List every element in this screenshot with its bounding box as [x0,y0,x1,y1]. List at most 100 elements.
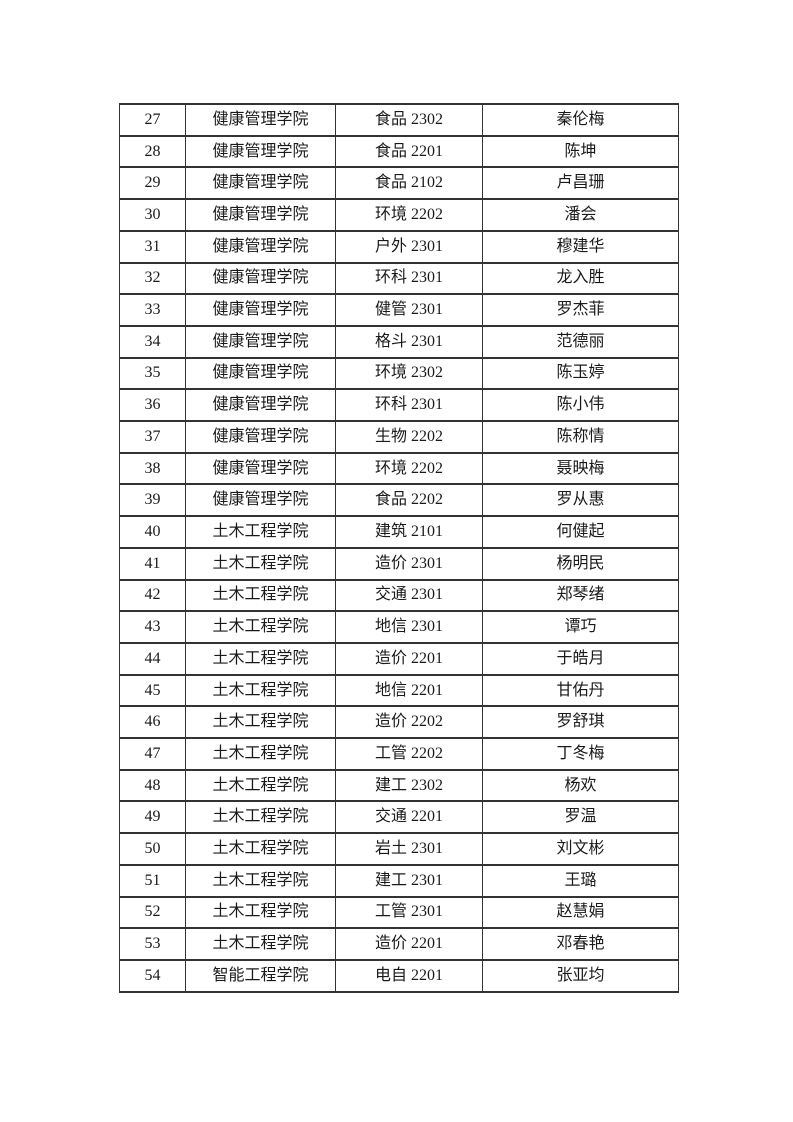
table-row: 52 土木工程学院 工管 2301 赵慧娟 [119,895,679,930]
college-cell: 土木工程学院 [185,610,336,644]
college-cell: 土木工程学院 [185,641,336,676]
college-cell: 土木工程学院 [185,927,336,961]
class-cell: 食品 2202 [335,483,483,518]
college-cell: 健康管理学院 [185,134,336,169]
row-number-cell: 30 [119,198,186,232]
college-cell: 健康管理学院 [185,388,336,423]
class-cell: 食品 2201 [335,134,483,169]
college-cell: 土木工程学院 [185,895,336,930]
class-cell: 岩土 2301 [335,832,483,866]
college-cell: 土木工程学院 [185,768,336,803]
class-cell: 地信 2301 [335,610,483,644]
table-row: 37 健康管理学院 生物 2202 陈称情 [119,420,679,454]
student-name-cell: 甘佑丹 [482,673,679,708]
student-name-cell: 陈小伟 [482,388,679,423]
row-number-cell: 41 [119,546,186,581]
row-number-cell: 28 [119,134,186,169]
table-row: 46 土木工程学院 造价 2202 罗舒琪 [119,705,679,740]
row-number-cell: 39 [119,483,186,518]
table-row: 35 健康管理学院 环境 2302 陈玉婷 [119,356,679,391]
table-row: 43 土木工程学院 地信 2301 谭巧 [119,610,679,644]
class-cell: 工管 2202 [335,737,483,771]
student-name-cell: 陈玉婷 [482,356,679,391]
college-cell: 土木工程学院 [185,737,336,771]
row-number-cell: 31 [119,229,186,264]
student-name-cell: 潘会 [482,198,679,232]
college-cell: 土木工程学院 [185,578,336,613]
college-cell: 智能工程学院 [185,958,336,994]
row-number-cell: 35 [119,356,186,391]
student-name-cell: 穆建华 [482,229,679,264]
class-cell: 造价 2202 [335,705,483,740]
row-number-cell: 45 [119,673,186,708]
college-cell: 土木工程学院 [185,800,336,835]
table-row: 38 健康管理学院 环境 2202 聂映梅 [119,451,679,486]
student-roster-table: 27 健康管理学院 食品 2302 秦伦梅 28 健康管理学院 食品 2201 … [119,103,679,994]
class-cell: 环境 2302 [335,356,483,391]
table-row: 47 土木工程学院 工管 2202 丁冬梅 [119,737,679,771]
student-name-cell: 杨明民 [482,546,679,581]
college-cell: 健康管理学院 [185,293,336,327]
college-cell: 土木工程学院 [185,546,336,581]
college-cell: 健康管理学院 [185,103,336,137]
row-number-cell: 37 [119,420,186,454]
table-row: 51 土木工程学院 建工 2301 王璐 [119,863,679,898]
table-row: 42 土木工程学院 交通 2301 郑琴绪 [119,578,679,613]
row-number-cell: 52 [119,895,186,930]
class-cell: 生物 2202 [335,420,483,454]
college-cell: 健康管理学院 [185,166,336,201]
roster-table-body: 27 健康管理学院 食品 2302 秦伦梅 28 健康管理学院 食品 2201 … [119,103,679,994]
student-name-cell: 赵慧娟 [482,895,679,930]
student-name-cell: 陈称情 [482,420,679,454]
student-name-cell: 范德丽 [482,324,679,359]
college-cell: 健康管理学院 [185,324,336,359]
student-name-cell: 张亚均 [482,958,679,994]
row-number-cell: 40 [119,515,186,549]
college-cell: 健康管理学院 [185,451,336,486]
student-name-cell: 陈坤 [482,134,679,169]
class-cell: 建工 2301 [335,863,483,898]
row-number-cell: 46 [119,705,186,740]
class-cell: 地信 2201 [335,673,483,708]
row-number-cell: 32 [119,261,186,296]
class-cell: 环境 2202 [335,198,483,232]
table-row: 50 土木工程学院 岩土 2301 刘文彬 [119,832,679,866]
table-row: 29 健康管理学院 食品 2102 卢昌珊 [119,166,679,201]
table-row: 36 健康管理学院 环科 2301 陈小伟 [119,388,679,423]
table-row: 54 智能工程学院 电自 2201 张亚均 [119,958,679,994]
class-cell: 建工 2302 [335,768,483,803]
college-cell: 健康管理学院 [185,229,336,264]
table-row: 32 健康管理学院 环科 2301 龙入胜 [119,261,679,296]
student-name-cell: 邓春艳 [482,927,679,961]
table-row: 45 土木工程学院 地信 2201 甘佑丹 [119,673,679,708]
student-name-cell: 罗从惠 [482,483,679,518]
class-cell: 造价 2201 [335,927,483,961]
student-name-cell: 罗温 [482,800,679,835]
row-number-cell: 48 [119,768,186,803]
row-number-cell: 44 [119,641,186,676]
student-name-cell: 何健起 [482,515,679,549]
row-number-cell: 33 [119,293,186,327]
row-number-cell: 42 [119,578,186,613]
college-cell: 土木工程学院 [185,832,336,866]
row-number-cell: 38 [119,451,186,486]
row-number-cell: 27 [119,103,186,137]
row-number-cell: 51 [119,863,186,898]
table-row: 44 土木工程学院 造价 2201 于皓月 [119,641,679,676]
student-name-cell: 聂映梅 [482,451,679,486]
college-cell: 健康管理学院 [185,261,336,296]
student-name-cell: 丁冬梅 [482,737,679,771]
student-name-cell: 刘文彬 [482,832,679,866]
row-number-cell: 54 [119,958,186,994]
class-cell: 环科 2301 [335,388,483,423]
table-row: 33 健康管理学院 健管 2301 罗杰菲 [119,293,679,327]
student-name-cell: 罗舒琪 [482,705,679,740]
table-row: 41 土木工程学院 造价 2301 杨明民 [119,546,679,581]
student-name-cell: 秦伦梅 [482,103,679,137]
class-cell: 环科 2301 [335,261,483,296]
student-name-cell: 于皓月 [482,641,679,676]
student-name-cell: 卢昌珊 [482,166,679,201]
student-name-cell: 王璐 [482,863,679,898]
class-cell: 工管 2301 [335,895,483,930]
